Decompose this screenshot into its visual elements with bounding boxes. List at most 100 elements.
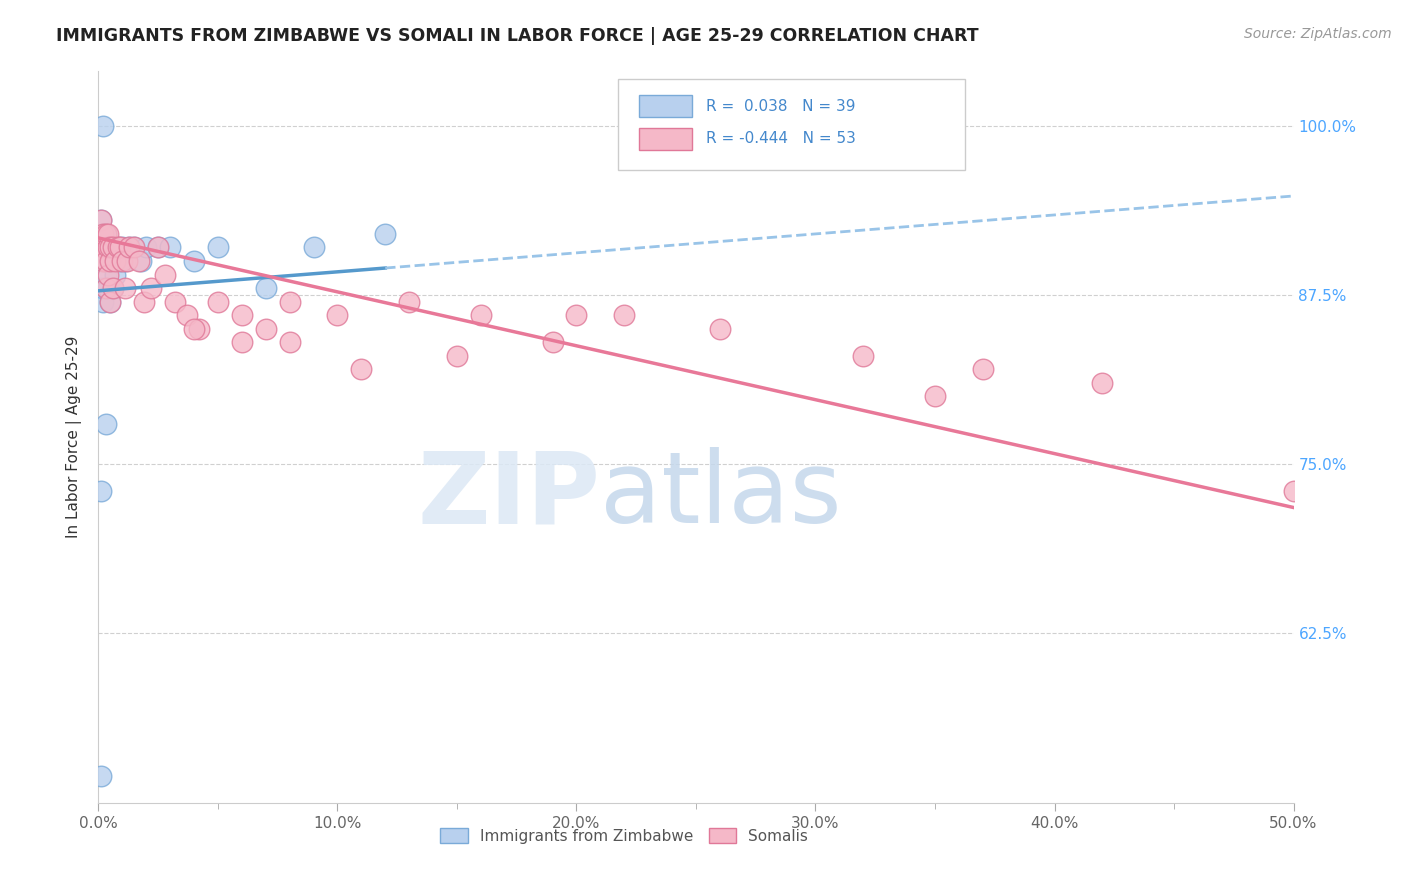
Point xyxy=(97,240,120,254)
Point xyxy=(176,308,198,322)
Point xyxy=(97,240,120,254)
Point xyxy=(132,294,155,309)
Point xyxy=(278,335,301,350)
Point xyxy=(91,294,114,309)
Point xyxy=(91,254,114,268)
Point xyxy=(159,240,181,254)
Text: atlas: atlas xyxy=(600,447,842,544)
Point xyxy=(148,240,170,254)
Point xyxy=(94,254,117,268)
Y-axis label: In Labor Force | Age 25-29: In Labor Force | Age 25-29 xyxy=(66,336,83,538)
Point xyxy=(94,227,117,241)
Bar xyxy=(638,95,692,118)
Point xyxy=(91,119,114,133)
Legend: Immigrants from Zimbabwe, Somalis: Immigrants from Zimbabwe, Somalis xyxy=(434,822,814,850)
Point xyxy=(135,240,157,254)
Text: Source: ZipAtlas.com: Source: ZipAtlas.com xyxy=(1244,27,1392,41)
Point xyxy=(98,254,122,268)
Point xyxy=(350,362,373,376)
Point xyxy=(94,281,117,295)
Point xyxy=(104,268,127,282)
Point xyxy=(97,254,120,268)
Point xyxy=(91,281,114,295)
Point xyxy=(90,213,112,227)
Point xyxy=(94,240,117,254)
Point xyxy=(470,308,492,322)
Point xyxy=(114,254,136,268)
Point xyxy=(124,240,146,254)
Point xyxy=(1091,376,1114,390)
Text: R =  0.038   N = 39: R = 0.038 N = 39 xyxy=(706,99,855,114)
Point xyxy=(98,294,122,309)
Point xyxy=(374,227,396,241)
Point xyxy=(183,254,205,268)
Point xyxy=(139,281,162,295)
Point xyxy=(94,417,117,431)
Point xyxy=(207,294,229,309)
Point xyxy=(155,268,177,282)
Point xyxy=(97,281,120,295)
Point xyxy=(101,240,124,254)
Point xyxy=(231,308,253,322)
Point xyxy=(207,240,229,254)
Point xyxy=(124,240,146,254)
Point xyxy=(111,254,134,268)
Bar xyxy=(638,128,692,150)
Point xyxy=(91,227,114,241)
Point xyxy=(94,281,117,295)
Point xyxy=(94,227,117,241)
Text: R = -0.444   N = 53: R = -0.444 N = 53 xyxy=(706,131,855,146)
Text: ZIP: ZIP xyxy=(418,447,600,544)
Point xyxy=(302,240,325,254)
Point xyxy=(541,335,564,350)
Point xyxy=(254,281,277,295)
Point xyxy=(115,254,138,268)
Point xyxy=(111,240,134,254)
Point xyxy=(118,240,141,254)
Point xyxy=(231,335,253,350)
Point xyxy=(446,349,468,363)
Point xyxy=(91,254,114,268)
Point xyxy=(97,227,120,241)
Point xyxy=(118,240,141,254)
Point xyxy=(94,254,117,268)
Point xyxy=(90,213,112,227)
Point xyxy=(101,281,124,295)
Point xyxy=(91,240,114,254)
Point xyxy=(98,254,122,268)
Point xyxy=(108,254,131,268)
Point xyxy=(98,294,122,309)
Point xyxy=(101,281,124,295)
Point xyxy=(326,308,349,322)
FancyBboxPatch shape xyxy=(619,78,965,170)
Point xyxy=(90,769,112,783)
Point xyxy=(565,308,588,322)
Point xyxy=(278,294,301,309)
Point xyxy=(254,322,277,336)
Text: IMMIGRANTS FROM ZIMBABWE VS SOMALI IN LABOR FORCE | AGE 25-29 CORRELATION CHART: IMMIGRANTS FROM ZIMBABWE VS SOMALI IN LA… xyxy=(56,27,979,45)
Point xyxy=(91,227,114,241)
Point xyxy=(101,240,124,254)
Point xyxy=(114,281,136,295)
Point xyxy=(131,254,153,268)
Point xyxy=(97,268,120,282)
Point xyxy=(107,240,129,254)
Point xyxy=(128,254,150,268)
Point xyxy=(613,308,636,322)
Point xyxy=(98,240,122,254)
Point xyxy=(398,294,420,309)
Point xyxy=(108,240,131,254)
Point xyxy=(107,240,129,254)
Point xyxy=(148,240,170,254)
Point xyxy=(972,362,994,376)
Point xyxy=(90,484,112,499)
Point xyxy=(163,294,186,309)
Point xyxy=(91,240,114,254)
Point xyxy=(90,240,112,254)
Point xyxy=(183,322,205,336)
Point xyxy=(924,389,946,403)
Point xyxy=(187,322,209,336)
Point xyxy=(94,268,117,282)
Point xyxy=(1282,484,1305,499)
Point xyxy=(709,322,731,336)
